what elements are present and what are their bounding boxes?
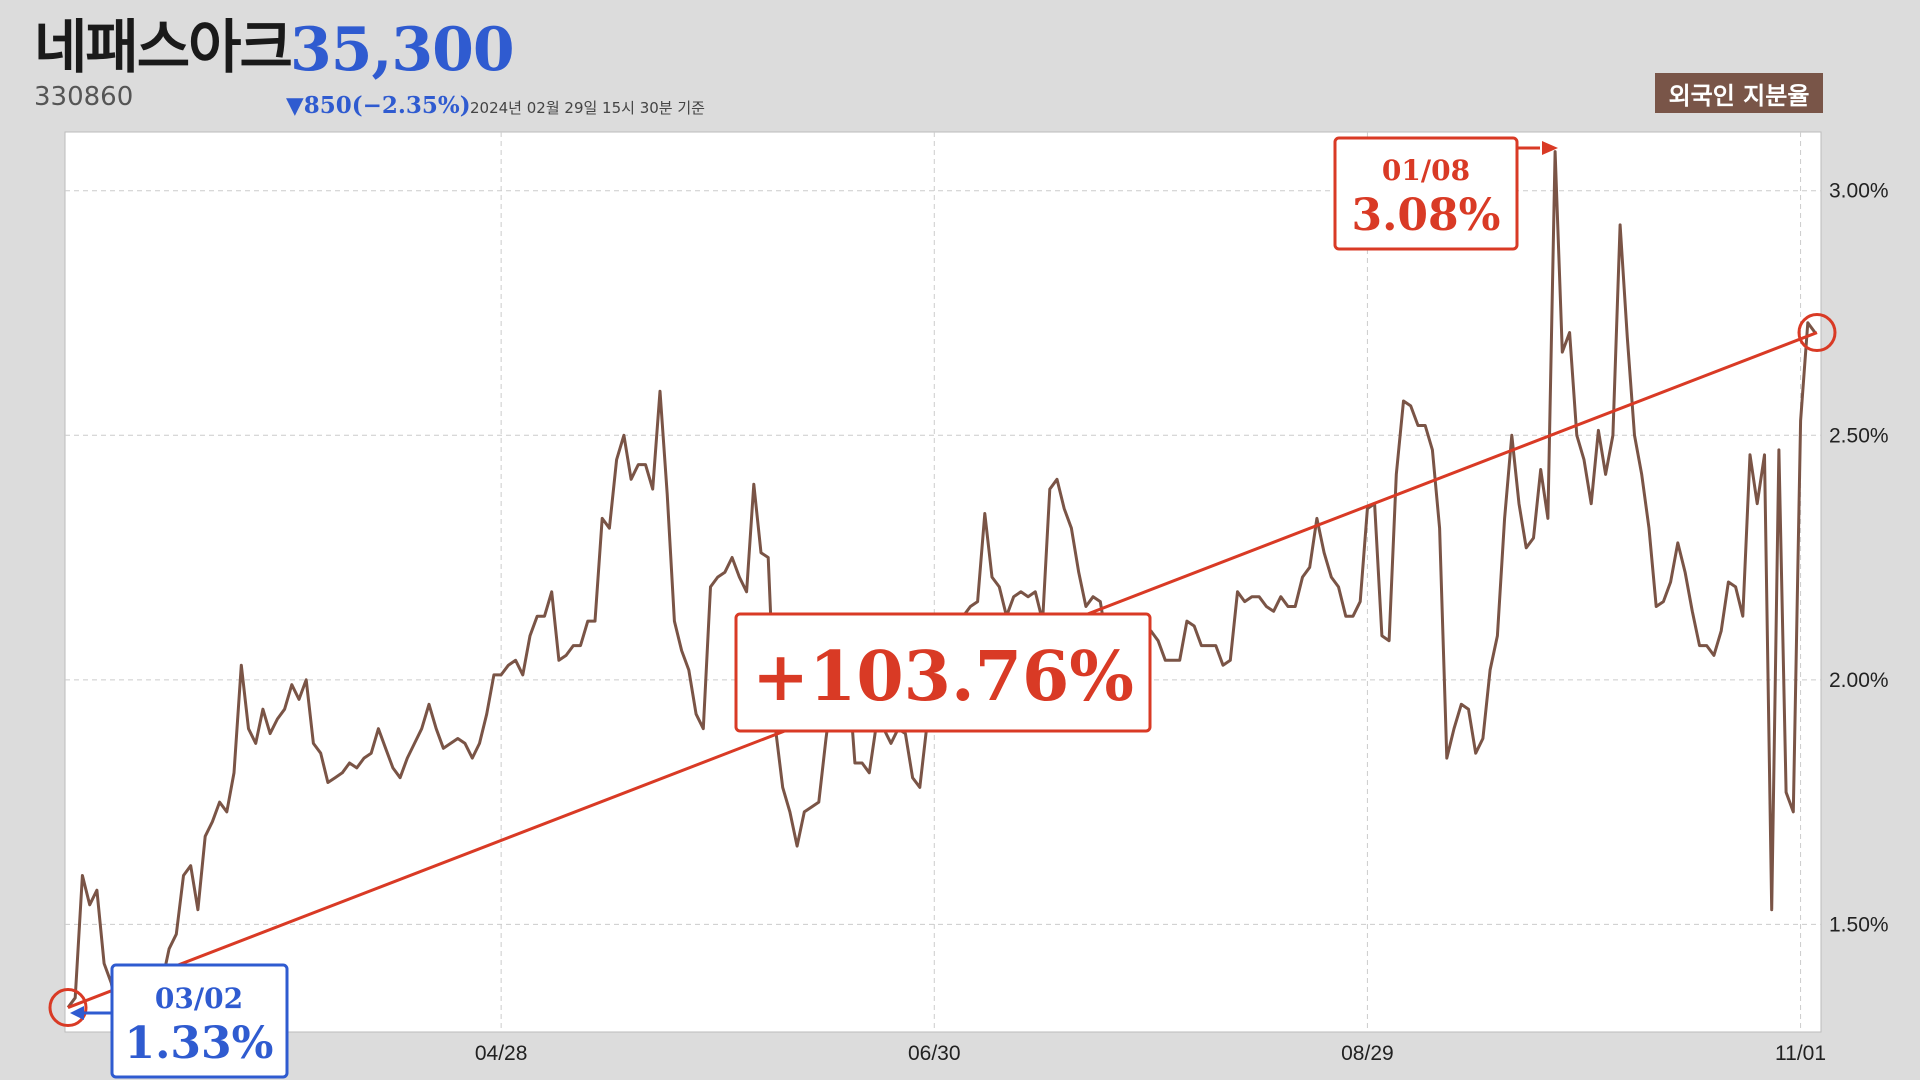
- high-callout-date: 01/08: [1382, 154, 1470, 187]
- high-callout: 01/08 3.08%: [1333, 136, 1558, 251]
- low-callout: 03/02 1.33%: [70, 963, 289, 1079]
- start-point-marker: [48, 988, 88, 1028]
- axis-ticks: 1.50% 2.00% 2.50% 3.00% 04/28 06/30 08/29 11/01…: [475, 180, 1889, 1065]
- x-tick-label: 04/28: [475, 1042, 528, 1065]
- x-tick-label: 11/01: [1775, 1042, 1826, 1065]
- stock-name: 네패스아크: [34, 13, 293, 81]
- as-of-timestamp: 2024년 02월 29일 15시 30분 기준: [470, 99, 705, 117]
- change-callout-value: +103.76%: [752, 637, 1134, 717]
- y-tick-label: 3.00%: [1829, 180, 1889, 203]
- y-tick-label: 2.00%: [1829, 669, 1889, 692]
- high-callout-value: 3.08%: [1352, 190, 1501, 241]
- indicator-badge: 외국인 지분율: [1655, 73, 1823, 113]
- y-tick-label: 2.50%: [1829, 424, 1889, 447]
- y-tick-label: 1.50%: [1829, 913, 1889, 936]
- price-change: ▼850(−2.35%): [286, 92, 471, 119]
- x-tick-label: 08/29: [1341, 1042, 1394, 1065]
- end-point-marker: [1797, 313, 1837, 353]
- stock-price: 35,300: [290, 15, 515, 85]
- low-callout-value: 1.33%: [125, 1018, 274, 1069]
- stock-code: 330860: [34, 82, 134, 112]
- low-callout-date: 03/02: [155, 982, 243, 1015]
- x-tick-label: 06/30: [908, 1042, 961, 1065]
- plot-area: [64, 131, 1822, 1033]
- gridlines: [65, 132, 1821, 1032]
- change-callout: +103.76%: [734, 612, 1152, 733]
